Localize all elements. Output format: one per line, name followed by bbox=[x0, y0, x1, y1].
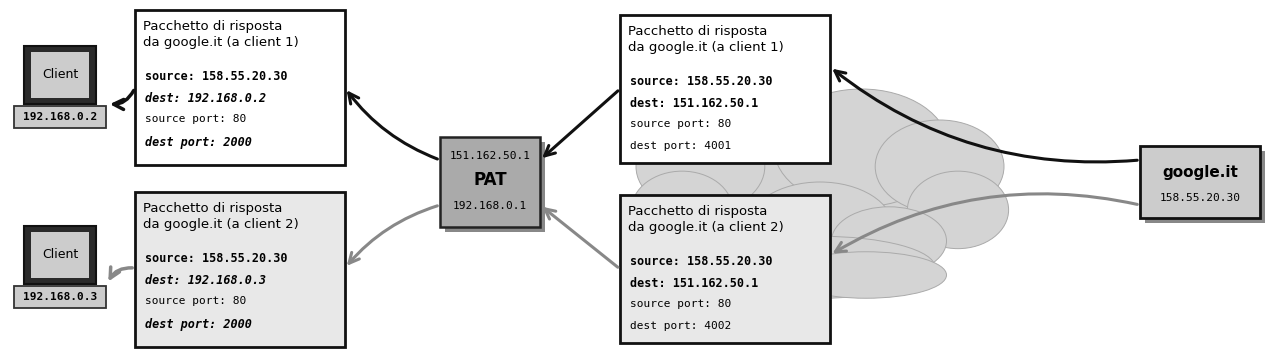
Ellipse shape bbox=[813, 128, 988, 252]
Ellipse shape bbox=[694, 252, 855, 298]
Text: source: 158.55.20.30: source: 158.55.20.30 bbox=[631, 75, 772, 88]
Ellipse shape bbox=[653, 128, 828, 252]
Text: 151.162.50.1: 151.162.50.1 bbox=[449, 151, 530, 161]
Text: Pacchetto di risposta
da google.it (a client 1): Pacchetto di risposta da google.it (a cl… bbox=[143, 20, 299, 49]
Text: source port: 80: source port: 80 bbox=[145, 296, 246, 306]
FancyBboxPatch shape bbox=[1140, 146, 1260, 218]
Text: source: 158.55.20.30: source: 158.55.20.30 bbox=[145, 252, 287, 265]
Text: dest port: 2000: dest port: 2000 bbox=[145, 318, 252, 331]
Ellipse shape bbox=[636, 120, 764, 213]
FancyBboxPatch shape bbox=[135, 192, 345, 347]
Text: dest: 192.168.0.3: dest: 192.168.0.3 bbox=[145, 274, 266, 287]
Ellipse shape bbox=[875, 120, 1004, 213]
Ellipse shape bbox=[694, 97, 946, 267]
Text: 192.168.0.2: 192.168.0.2 bbox=[23, 112, 97, 122]
Text: 192.168.0.3: 192.168.0.3 bbox=[23, 292, 97, 302]
Text: Client: Client bbox=[42, 249, 79, 261]
Text: source port: 80: source port: 80 bbox=[631, 119, 731, 129]
Text: Pacchetto di risposta
da google.it (a client 1): Pacchetto di risposta da google.it (a cl… bbox=[628, 25, 784, 54]
Text: 192.168.0.1: 192.168.0.1 bbox=[453, 201, 528, 211]
Text: Client: Client bbox=[42, 68, 79, 82]
Ellipse shape bbox=[691, 89, 866, 207]
Ellipse shape bbox=[831, 207, 946, 275]
Text: dest: 151.162.50.1: dest: 151.162.50.1 bbox=[631, 97, 758, 110]
FancyBboxPatch shape bbox=[440, 137, 541, 227]
FancyBboxPatch shape bbox=[1145, 151, 1265, 223]
FancyBboxPatch shape bbox=[24, 226, 97, 284]
Ellipse shape bbox=[632, 171, 732, 249]
Text: source: 158.55.20.30: source: 158.55.20.30 bbox=[631, 255, 772, 268]
Text: dest port: 2000: dest port: 2000 bbox=[145, 136, 252, 149]
FancyBboxPatch shape bbox=[14, 106, 106, 128]
FancyBboxPatch shape bbox=[135, 10, 345, 165]
Ellipse shape bbox=[785, 252, 946, 298]
FancyBboxPatch shape bbox=[620, 15, 830, 163]
Text: Pacchetto di risposta
da google.it (a client 2): Pacchetto di risposta da google.it (a cl… bbox=[628, 205, 784, 234]
Text: 158.55.20.30: 158.55.20.30 bbox=[1160, 193, 1241, 203]
FancyBboxPatch shape bbox=[620, 195, 830, 343]
Text: PAT: PAT bbox=[474, 171, 507, 189]
FancyBboxPatch shape bbox=[445, 142, 544, 232]
FancyBboxPatch shape bbox=[31, 232, 89, 278]
Text: dest: 151.162.50.1: dest: 151.162.50.1 bbox=[631, 277, 758, 290]
Ellipse shape bbox=[907, 171, 1009, 249]
Ellipse shape bbox=[773, 89, 949, 207]
Text: dest: 192.168.0.2: dest: 192.168.0.2 bbox=[145, 92, 266, 105]
FancyBboxPatch shape bbox=[24, 46, 97, 104]
Text: source: 158.55.20.30: source: 158.55.20.30 bbox=[145, 70, 287, 83]
Text: dest port: 4002: dest port: 4002 bbox=[631, 321, 731, 331]
FancyBboxPatch shape bbox=[14, 286, 106, 308]
Ellipse shape bbox=[694, 207, 808, 275]
Text: Pacchetto di risposta
da google.it (a client 2): Pacchetto di risposta da google.it (a cl… bbox=[143, 202, 299, 231]
FancyBboxPatch shape bbox=[31, 52, 89, 98]
Text: dest port: 4001: dest port: 4001 bbox=[631, 141, 731, 151]
Text: source port: 80: source port: 80 bbox=[631, 299, 731, 309]
Text: source port: 80: source port: 80 bbox=[145, 114, 246, 124]
Ellipse shape bbox=[705, 236, 934, 298]
Ellipse shape bbox=[746, 182, 893, 275]
Text: google.it: google.it bbox=[1162, 165, 1238, 179]
